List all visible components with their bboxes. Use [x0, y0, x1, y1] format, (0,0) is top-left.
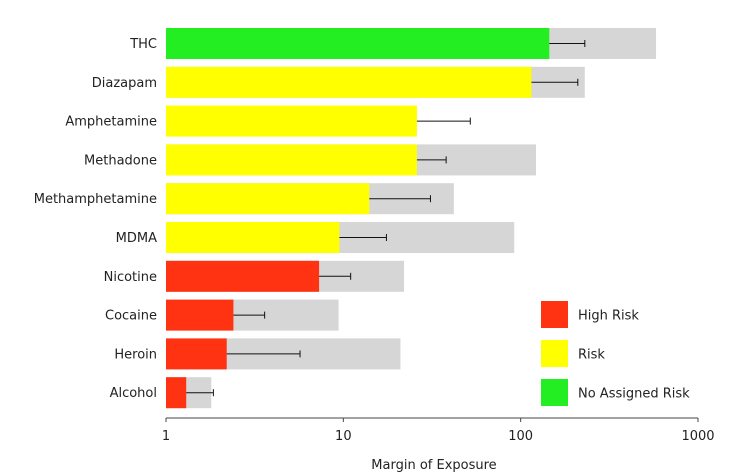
category-label: Methamphetamine: [34, 192, 157, 207]
value-bar: [166, 66, 532, 98]
value-bar: [166, 338, 227, 370]
x-ticks: 1 10 100 1000: [162, 418, 715, 444]
category-label: Methadone: [84, 153, 157, 168]
value-bar: [166, 222, 340, 253]
legend-swatch: [541, 340, 568, 367]
category-label: THC: [129, 37, 157, 52]
category-label: MDMA: [116, 231, 157, 246]
value-bar: [166, 377, 187, 409]
x-tick-label: 100: [508, 429, 533, 444]
category-label: Heroin: [114, 347, 157, 362]
legend-swatch: [541, 301, 568, 328]
error-bars: [186, 40, 586, 397]
value-bar: [166, 144, 417, 176]
category-labels: THC Diazapam Amphetamine Methadone Methamphe…: [34, 37, 157, 401]
x-axis-title: Margin of Exposure: [371, 458, 496, 472]
category-label: Amphetamine: [65, 115, 157, 130]
legend-swatch: [541, 379, 568, 406]
value-bar: [166, 299, 234, 331]
x-tick-label: 1000: [681, 429, 714, 444]
legend-label: High Risk: [578, 309, 639, 324]
x-tick-label: 10: [335, 429, 352, 444]
x-tick-label: 1: [162, 429, 170, 444]
category-label: Nicotine: [104, 270, 157, 285]
category-label: Alcohol: [110, 386, 157, 401]
value-bar: [166, 105, 417, 137]
legend-label: No Assigned Risk: [578, 387, 690, 402]
legend-label: Risk: [578, 348, 605, 363]
legend: High Risk Risk No Assigned Risk: [541, 301, 690, 406]
value-bar: [166, 28, 550, 59]
category-label: Diazapam: [92, 76, 157, 91]
value-bars: [166, 28, 550, 409]
value-bar: [166, 183, 370, 215]
value-bar: [166, 260, 320, 292]
category-label: Cocaine: [105, 309, 157, 324]
